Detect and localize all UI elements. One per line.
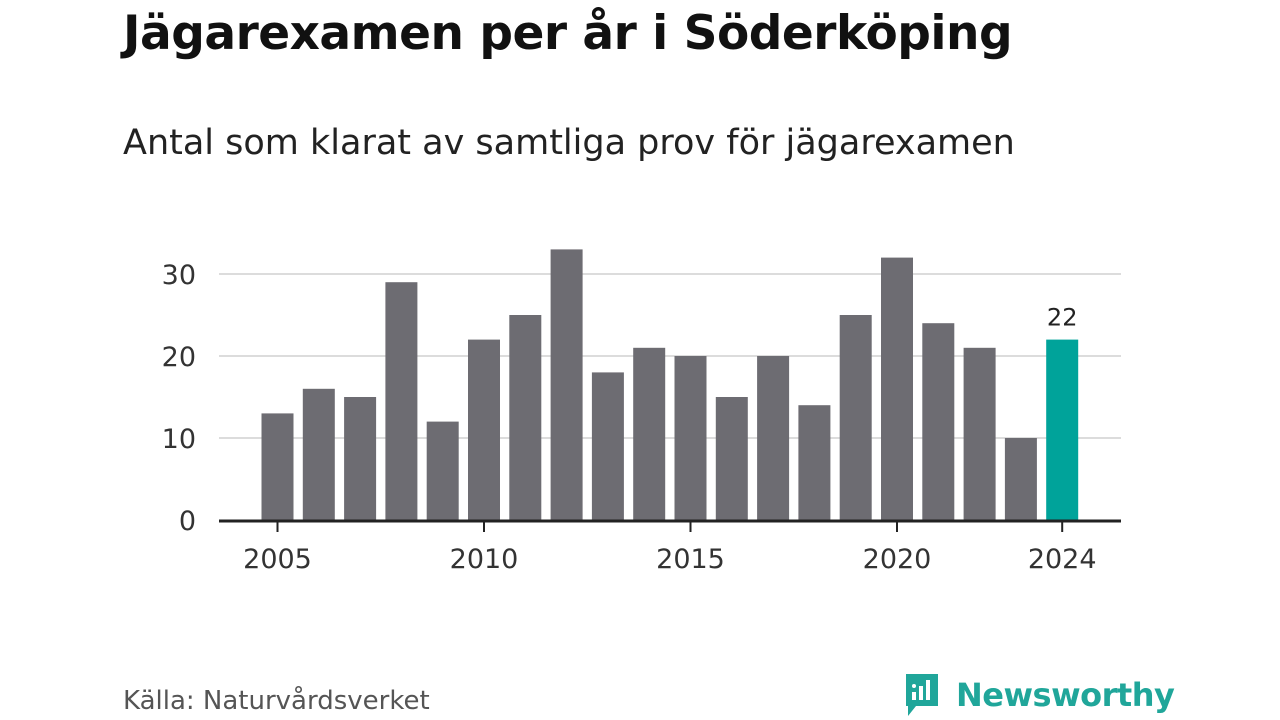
bar-2024	[1046, 339, 1079, 520]
bar-2014	[633, 347, 666, 520]
x-tick-label-2005: 2005	[243, 544, 312, 575]
bars	[261, 249, 1079, 520]
brand-logo: Newsworthy	[902, 670, 1175, 720]
bar-2013	[591, 372, 624, 520]
bar-2010	[468, 339, 500, 520]
bar-2021	[922, 323, 955, 520]
bar-2007	[344, 397, 377, 520]
bar-2012	[550, 249, 583, 520]
source-note: Källa: Naturvårdsverket	[123, 686, 430, 716]
y-tick-label-10: 10	[162, 424, 196, 455]
axes	[219, 519, 1121, 532]
chart-title: Jägarexamen per år i Söderköping	[123, 6, 1013, 61]
y-tick-label-20: 20	[162, 342, 196, 373]
x-tick-label-2020: 2020	[863, 544, 932, 575]
bar-2020	[881, 257, 913, 520]
bar-2005	[261, 413, 294, 520]
labels: 0 10 20 30 22 2005 2010 2015 2020 2024	[162, 260, 1097, 575]
bar-2017	[757, 356, 790, 520]
bar-2008	[385, 282, 418, 520]
y-tick-label-0: 0	[179, 506, 196, 537]
bar-2018	[798, 405, 831, 520]
bar-2023	[1004, 438, 1037, 520]
brand-name: Newsworthy	[956, 676, 1175, 714]
chart-subtitle: Antal som klarat av samtliga prov för jä…	[123, 123, 1015, 163]
y-tick-label-30: 30	[162, 260, 196, 291]
bar-2015	[674, 356, 707, 520]
bar-2019	[839, 315, 872, 520]
bar-2009	[426, 421, 459, 520]
bar-2006	[302, 388, 335, 520]
bar-2016	[715, 397, 748, 520]
bar-2011	[509, 315, 542, 520]
x-tick-label-2024: 2024	[1028, 544, 1097, 575]
bar-chart: 0 10 20 30 22 2005 2010 2015 2020 2024	[162, 249, 1121, 575]
bar-2022	[963, 347, 996, 520]
x-tick-label-2015: 2015	[656, 544, 725, 575]
newsworthy-logo-icon	[906, 674, 938, 716]
data-label-2024: 22	[1047, 304, 1078, 332]
x-tick-label-2010: 2010	[450, 544, 519, 575]
